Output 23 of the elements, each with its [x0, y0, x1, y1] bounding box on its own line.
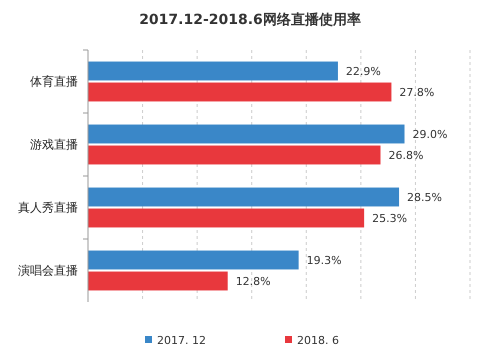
- data-label: 29.0%: [412, 128, 448, 141]
- data-label: 25.3%: [372, 212, 408, 225]
- legend-label: 2018. 6: [297, 334, 339, 347]
- data-label: 22.9%: [346, 64, 381, 78]
- bar: [88, 188, 400, 206]
- bar: [88, 62, 338, 80]
- bar: [88, 82, 392, 102]
- bar: [88, 272, 228, 290]
- chart-title: 2017.12-2018.6网络直播使用率: [139, 11, 361, 28]
- bar: [88, 146, 381, 164]
- bar: [88, 208, 364, 228]
- y-tick-label: 演唱会直播: [18, 264, 78, 278]
- data-label: 28.5%: [407, 190, 442, 204]
- y-tick-label: 真人秀直播: [18, 200, 78, 215]
- y-tick-label: 游戏直播: [30, 138, 78, 152]
- bar: [88, 124, 405, 144]
- data-label: 12.8%: [236, 274, 271, 288]
- bar: [88, 250, 299, 270]
- data-label: 27.8%: [399, 86, 434, 99]
- data-label: 19.3%: [306, 254, 342, 267]
- legend-label: 2017. 12: [157, 334, 206, 347]
- data-label: 26.8%: [388, 148, 424, 162]
- y-tick-label: 体育直播: [30, 74, 78, 89]
